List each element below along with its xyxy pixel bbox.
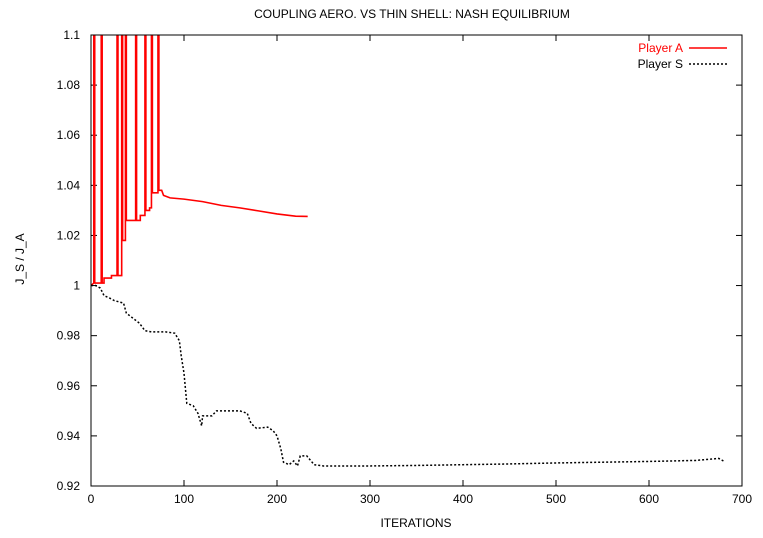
x-tick-label: 200 [267,492,287,506]
x-tick-label: 100 [174,492,194,506]
y-tick-label: 1.04 [57,178,81,192]
x-axis-label: ITERATIONS [380,516,451,530]
series-line-player-s [91,284,724,468]
legend-label: Player S [638,57,683,71]
y-tick-label: 0.96 [57,379,81,393]
y-tick-label: 0.94 [57,429,81,443]
x-axis-ticks: 0 100 200 300 400 500 600 700 [88,35,752,506]
y-tick-label: 0.92 [57,479,81,493]
y-axis-ticks: 0.92 0.94 0.96 0.98 1 1.02 1.04 1.06 1.08 1.1 [57,28,742,493]
x-tick-label: 0 [88,492,95,506]
y-tick-label: 1.06 [57,128,81,142]
series-layer [91,35,724,468]
y-tick-label: 1 [73,279,80,293]
plot-frame [90,34,743,487]
y-tick-label: 1.08 [57,78,81,92]
x-tick-label: 700 [732,492,752,506]
y-axis-label: J_S / J_A [13,233,27,284]
x-tick-label: 400 [453,492,473,506]
chart-title: COUPLING AERO. VS THIN SHELL: NASH EQUIL… [254,7,570,21]
x-tick-label: 500 [546,492,566,506]
y-tick-label: 1.02 [57,228,81,242]
y-tick-label: 1.1 [63,28,80,42]
x-tick-label: 300 [360,492,380,506]
x-tick-label: 600 [639,492,659,506]
series-line-player-a [91,35,308,287]
chart-legend: Player A Player S [638,41,727,71]
legend-label: Player A [638,41,683,55]
y-tick-label: 0.98 [57,329,81,343]
